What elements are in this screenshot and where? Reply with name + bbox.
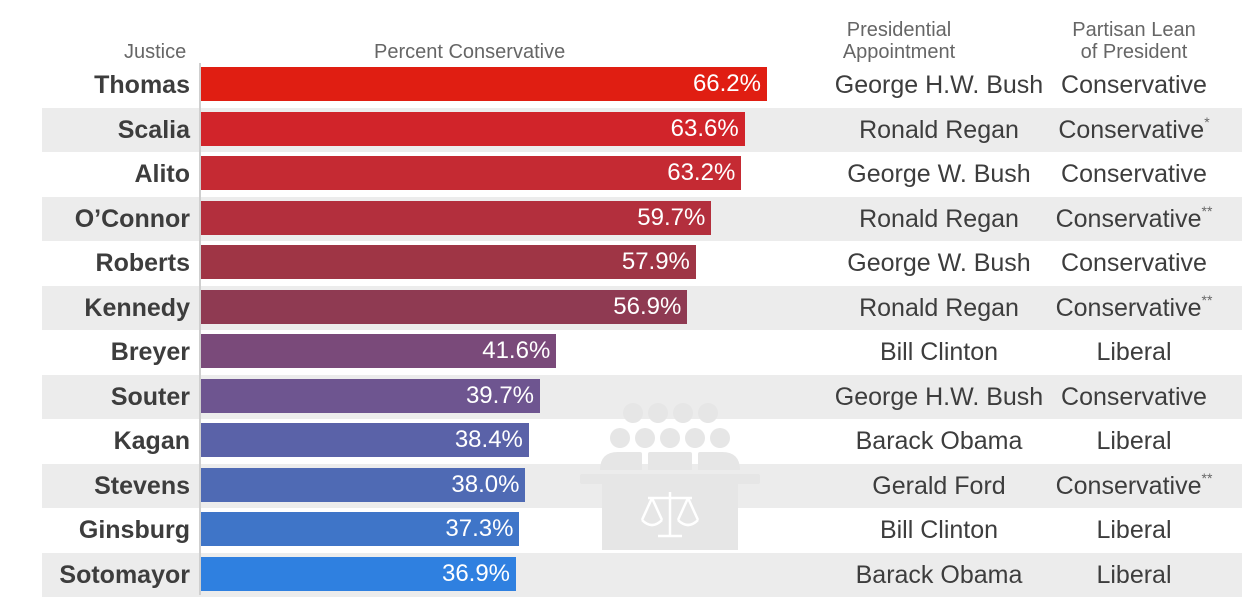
partisan-lean-text: Conservative xyxy=(1061,71,1207,99)
partisan-lean-cell: Conservative** xyxy=(1034,286,1234,330)
category-axis-line xyxy=(199,63,201,595)
partisan-lean-cell: Liberal xyxy=(1034,330,1234,374)
bar-value-label: 36.9% xyxy=(441,559,511,587)
justice-name-label: Alito xyxy=(134,160,190,188)
justice-name-label: Kagan xyxy=(113,427,190,455)
table-row: Alito 63.2% George W. Bush Conservative xyxy=(42,152,1242,196)
table-row: Scalia 63.6% Ronald Regan Conservative* xyxy=(42,107,1242,152)
bar-value-label: 37.3% xyxy=(445,515,514,542)
partisan-lean-cell: Liberal xyxy=(1034,508,1234,552)
partisan-lean-cell: Conservative xyxy=(1034,152,1234,196)
header-appointment-line2: Appointment xyxy=(842,41,956,63)
partisan-lean-cell: Conservative xyxy=(1034,375,1234,419)
partisan-lean-text: Conservative xyxy=(1061,249,1207,277)
table-row: Ginsburg 37.3% Bill Clinton Liberal xyxy=(42,508,1242,552)
table-row: Kennedy 56.9% Ronald Regan Conservative** xyxy=(42,285,1242,330)
justice-name-label: Breyer xyxy=(110,338,190,366)
bar xyxy=(200,378,541,413)
bar-value-label: 38.0% xyxy=(451,470,520,498)
justice-name-label: O’Connor xyxy=(74,204,190,233)
supreme-court-justices-icon xyxy=(580,403,760,550)
justice-name-label: Ginsburg xyxy=(78,516,190,544)
justice-name-label: Sotomayor xyxy=(59,560,190,589)
bar xyxy=(200,156,742,190)
presidential-appointment-cell: George H.W. Bush xyxy=(834,382,1044,411)
partisan-lean-cell: Conservative* xyxy=(1034,108,1234,152)
partisan-lean-cell: Liberal xyxy=(1034,553,1234,597)
presidential-appointment-cell: George H.W. Bush xyxy=(834,71,1044,99)
bar-value-label: 66.2% xyxy=(692,70,761,97)
header-percent-conservative: Percent Conservative xyxy=(374,41,566,63)
justice-name-label: Roberts xyxy=(95,249,190,277)
table-row: Breyer 41.6% Bill Clinton Liberal xyxy=(42,330,1242,374)
partisan-lean-cell: Conservative** xyxy=(1034,197,1234,241)
presidential-appointment-cell: Bill Clinton xyxy=(879,516,999,544)
header-partisan-lean: Partisan Lean of President xyxy=(1044,19,1224,63)
partisan-lean-text: Conservative xyxy=(1055,293,1202,322)
header-justice: Justice xyxy=(124,41,187,63)
partisan-lean-text: Conservative xyxy=(1061,382,1207,411)
bar-value-label: 59.7% xyxy=(637,203,706,231)
presidential-appointment-cell: Ronald Regan xyxy=(859,115,1019,144)
bar-value-label: 39.7% xyxy=(465,381,535,409)
presidential-appointment-cell: Barack Obama xyxy=(855,427,1023,455)
presidential-appointment-cell: George W. Bush xyxy=(847,160,1031,188)
header-appointment-line1: Presidential xyxy=(846,19,952,41)
table-row: Roberts 57.9% George W. Bush Conservative xyxy=(42,241,1242,285)
bar xyxy=(200,111,745,146)
partisan-lean-text: Liberal xyxy=(1096,427,1172,455)
footnote-marker: ** xyxy=(1201,202,1213,219)
partisan-lean-cell: Conservative xyxy=(1034,63,1234,107)
bar xyxy=(200,467,526,502)
partisan-lean-text: Liberal xyxy=(1096,338,1172,366)
presidential-appointment-cell: Bill Clinton xyxy=(879,338,999,366)
justice-name-label: Thomas xyxy=(94,71,190,99)
header-lean-line2: of President xyxy=(1080,41,1188,63)
partisan-lean-text: Conservative xyxy=(1055,471,1202,500)
partisan-lean-text: Liberal xyxy=(1096,560,1172,589)
bar-value-label: 41.6% xyxy=(482,337,551,364)
presidential-appointment-cell: Ronald Regan xyxy=(859,293,1019,322)
bar xyxy=(200,200,712,235)
footnote-marker: ** xyxy=(1201,469,1213,486)
presidential-appointment-cell: George W. Bush xyxy=(847,249,1031,277)
partisan-lean-cell: Conservative** xyxy=(1034,464,1234,508)
footnote-marker: * xyxy=(1204,113,1210,130)
partisan-lean-text: Conservative xyxy=(1061,160,1207,188)
partisan-lean-cell: Liberal xyxy=(1034,419,1234,463)
bar-value-label: 57.9% xyxy=(621,248,690,275)
table-row: Thomas 66.2% George H.W. Bush Conservative xyxy=(42,63,1242,107)
justice-name-label: Kennedy xyxy=(84,293,190,322)
justice-name-label: Stevens xyxy=(94,471,190,500)
partisan-lean-text: Conservative xyxy=(1058,115,1205,144)
presidential-appointment-cell: Barack Obama xyxy=(855,560,1023,589)
header-lean-line1: Partisan Lean xyxy=(1072,19,1196,41)
justice-name-label: Souter xyxy=(110,382,190,411)
bar xyxy=(200,289,688,324)
partisan-lean-text: Liberal xyxy=(1096,516,1172,544)
bar xyxy=(200,512,520,546)
partisan-lean-text: Conservative xyxy=(1055,204,1202,233)
justice-name-label: Scalia xyxy=(117,115,190,144)
header-presidential-appointment: Presidential Appointment xyxy=(790,19,1008,63)
bar xyxy=(200,245,696,279)
bar-value-label: 56.9% xyxy=(613,292,682,320)
bar xyxy=(200,556,517,591)
bar-value-label: 38.4% xyxy=(454,426,523,453)
bar-value-label: 63.2% xyxy=(667,159,736,186)
table-row: O’Connor 59.7% Ronald Regan Conservative** xyxy=(42,196,1242,241)
table-row: Kagan 38.4% Barack Obama Liberal xyxy=(42,419,1242,463)
bar xyxy=(200,67,767,101)
presidential-appointment-cell: Gerald Ford xyxy=(872,471,1006,500)
bar xyxy=(200,334,557,368)
bar-value-label: 63.6% xyxy=(670,114,739,142)
table-row: Sotomayor 36.9% Barack Obama Liberal xyxy=(42,552,1242,597)
partisan-lean-cell: Conservative xyxy=(1034,241,1234,285)
footnote-marker: ** xyxy=(1201,291,1213,308)
presidential-appointment-cell: Ronald Regan xyxy=(859,204,1019,233)
bar xyxy=(200,423,529,457)
